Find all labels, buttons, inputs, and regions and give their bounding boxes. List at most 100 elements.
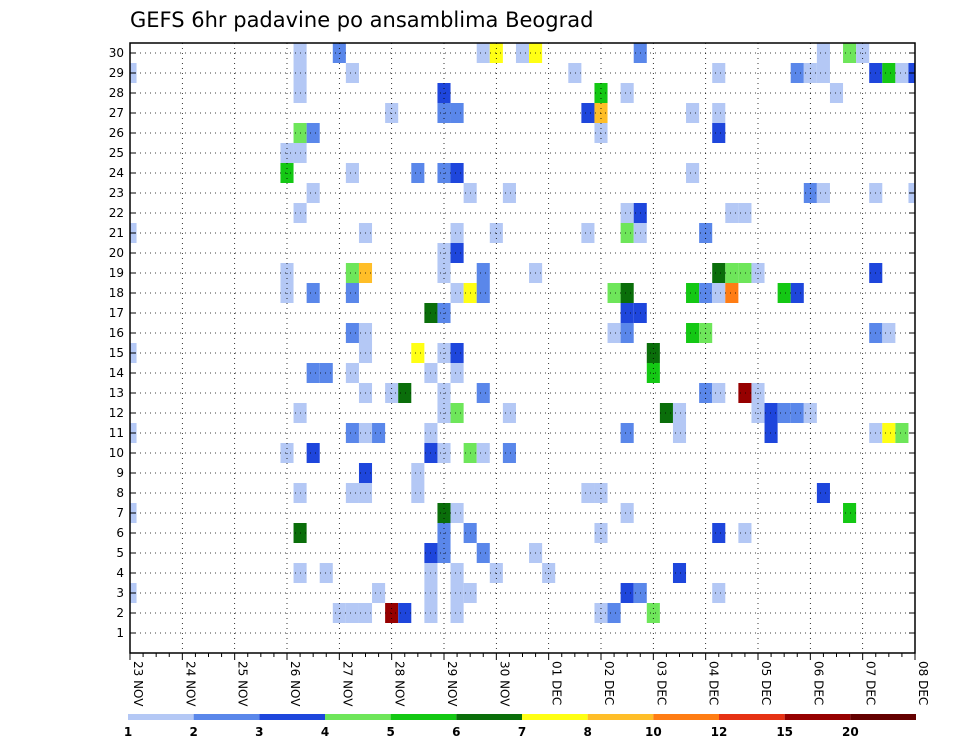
x-date-label: 30 NOV — [497, 661, 511, 707]
precip-cell — [476, 283, 490, 303]
precip-cell — [659, 403, 673, 423]
y-tick-label: 20 — [109, 246, 124, 260]
precip-cell — [620, 503, 634, 523]
precip-cell — [712, 103, 726, 123]
precip-cell — [450, 223, 464, 243]
chart-title: GEFS 6hr padavine po ansamblima Beograd — [130, 8, 593, 32]
precip-cell — [450, 243, 464, 263]
precip-cell — [712, 123, 726, 143]
precip-cell — [450, 343, 464, 363]
precip-cell — [790, 283, 804, 303]
precip-cell — [895, 423, 909, 443]
precip-cell — [411, 483, 425, 503]
precip-cell — [345, 283, 359, 303]
x-date-label: 23 NOV — [131, 661, 145, 707]
precip-cell — [738, 383, 752, 403]
precip-cell — [502, 443, 516, 463]
precip-cell — [843, 43, 857, 63]
precip-cell — [476, 443, 490, 463]
precip-cell — [476, 543, 490, 563]
colorbar-label: 1 — [124, 725, 132, 739]
colorbar-swatch — [719, 714, 785, 720]
precip-cell — [712, 583, 726, 603]
precip-cell — [816, 183, 830, 203]
colorbar-label: 15 — [776, 725, 793, 739]
plot-frame — [129, 42, 916, 654]
precip-cell — [816, 63, 830, 83]
precip-cell — [738, 523, 752, 543]
x-date-label: 25 NOV — [236, 661, 250, 707]
colorbar: 1 2 3 4 5 6 7 8 10 12 15 20 — [124, 714, 916, 739]
x-date-label: 28 NOV — [393, 661, 407, 707]
y-tick-label: 5 — [116, 546, 124, 560]
x-date-label: 26 NOV — [288, 661, 302, 707]
precip-cell — [712, 263, 726, 283]
x-axis: 23 NOV 24 NOV 25 NOV 26 NOV 27 NOV 28 NOV 29 N… — [129, 653, 930, 707]
precip-cell — [306, 123, 320, 143]
precip-cell — [620, 283, 634, 303]
precip-cell — [607, 283, 621, 303]
precip-cell — [620, 203, 634, 223]
precip-cell — [790, 403, 804, 423]
precip-cell — [502, 183, 516, 203]
precip-cell — [450, 603, 464, 623]
y-tick-label: 10 — [109, 446, 124, 460]
precip-cell — [372, 423, 386, 443]
precip-cell — [672, 403, 687, 423]
precip-cell — [777, 283, 791, 303]
colorbar-label: 10 — [645, 725, 662, 739]
precip-cell — [895, 63, 909, 83]
y-tick-label: 29 — [109, 66, 124, 80]
colorbar-label: 5 — [386, 725, 394, 739]
precip-cell — [725, 263, 739, 283]
y-tick-label: 18 — [109, 286, 124, 300]
precip-cells — [130, 43, 915, 623]
precip-cell — [672, 423, 687, 443]
precip-cell — [319, 363, 333, 383]
precip-cell — [372, 583, 386, 603]
precip-cell — [476, 383, 490, 403]
precip-cell — [581, 223, 595, 243]
precip-cell — [829, 83, 844, 103]
colorbar-label: 2 — [189, 725, 197, 739]
y-tick-label: 17 — [109, 306, 124, 320]
precip-cell — [712, 63, 726, 83]
precip-cell — [738, 203, 752, 223]
x-date-label: 29 NOV — [445, 661, 459, 707]
y-tick-label: 23 — [109, 186, 124, 200]
precip-cell — [450, 563, 464, 583]
precip-cell — [450, 363, 464, 383]
y-tick-label: 15 — [109, 346, 124, 360]
precip-cell — [712, 283, 726, 303]
precip-cell — [515, 43, 530, 63]
precip-cell — [686, 283, 700, 303]
precip-cell — [450, 403, 464, 423]
precip-cell — [607, 323, 621, 343]
y-tick-label: 27 — [109, 106, 124, 120]
y-tick-label: 16 — [109, 326, 124, 340]
precip-cell — [345, 263, 359, 283]
x-date-label: 04 DEC — [707, 661, 721, 705]
precip-cell — [398, 603, 412, 623]
precip-cell — [476, 43, 490, 63]
precip-cell — [882, 63, 896, 83]
x-date-label: 08 DEC — [916, 661, 930, 705]
precip-cell — [725, 283, 739, 303]
precip-cell — [502, 403, 516, 423]
colorbar-swatch — [587, 714, 654, 720]
precip-cell — [672, 563, 687, 583]
colorbar-label: 12 — [711, 725, 728, 739]
colorbar-label: 8 — [583, 725, 591, 739]
grid — [130, 43, 915, 653]
colorbar-label: 20 — [842, 725, 859, 739]
precip-cell — [319, 563, 333, 583]
y-tick-label: 11 — [109, 426, 124, 440]
y-tick-label: 14 — [109, 366, 124, 380]
precip-cell — [306, 443, 320, 463]
precip-cell — [345, 423, 359, 443]
colorbar-swatch — [784, 714, 851, 720]
colorbar-swatch — [850, 714, 916, 720]
precip-cell — [764, 403, 778, 423]
precip-cell — [345, 163, 359, 183]
colorbar-swatch — [522, 714, 588, 720]
